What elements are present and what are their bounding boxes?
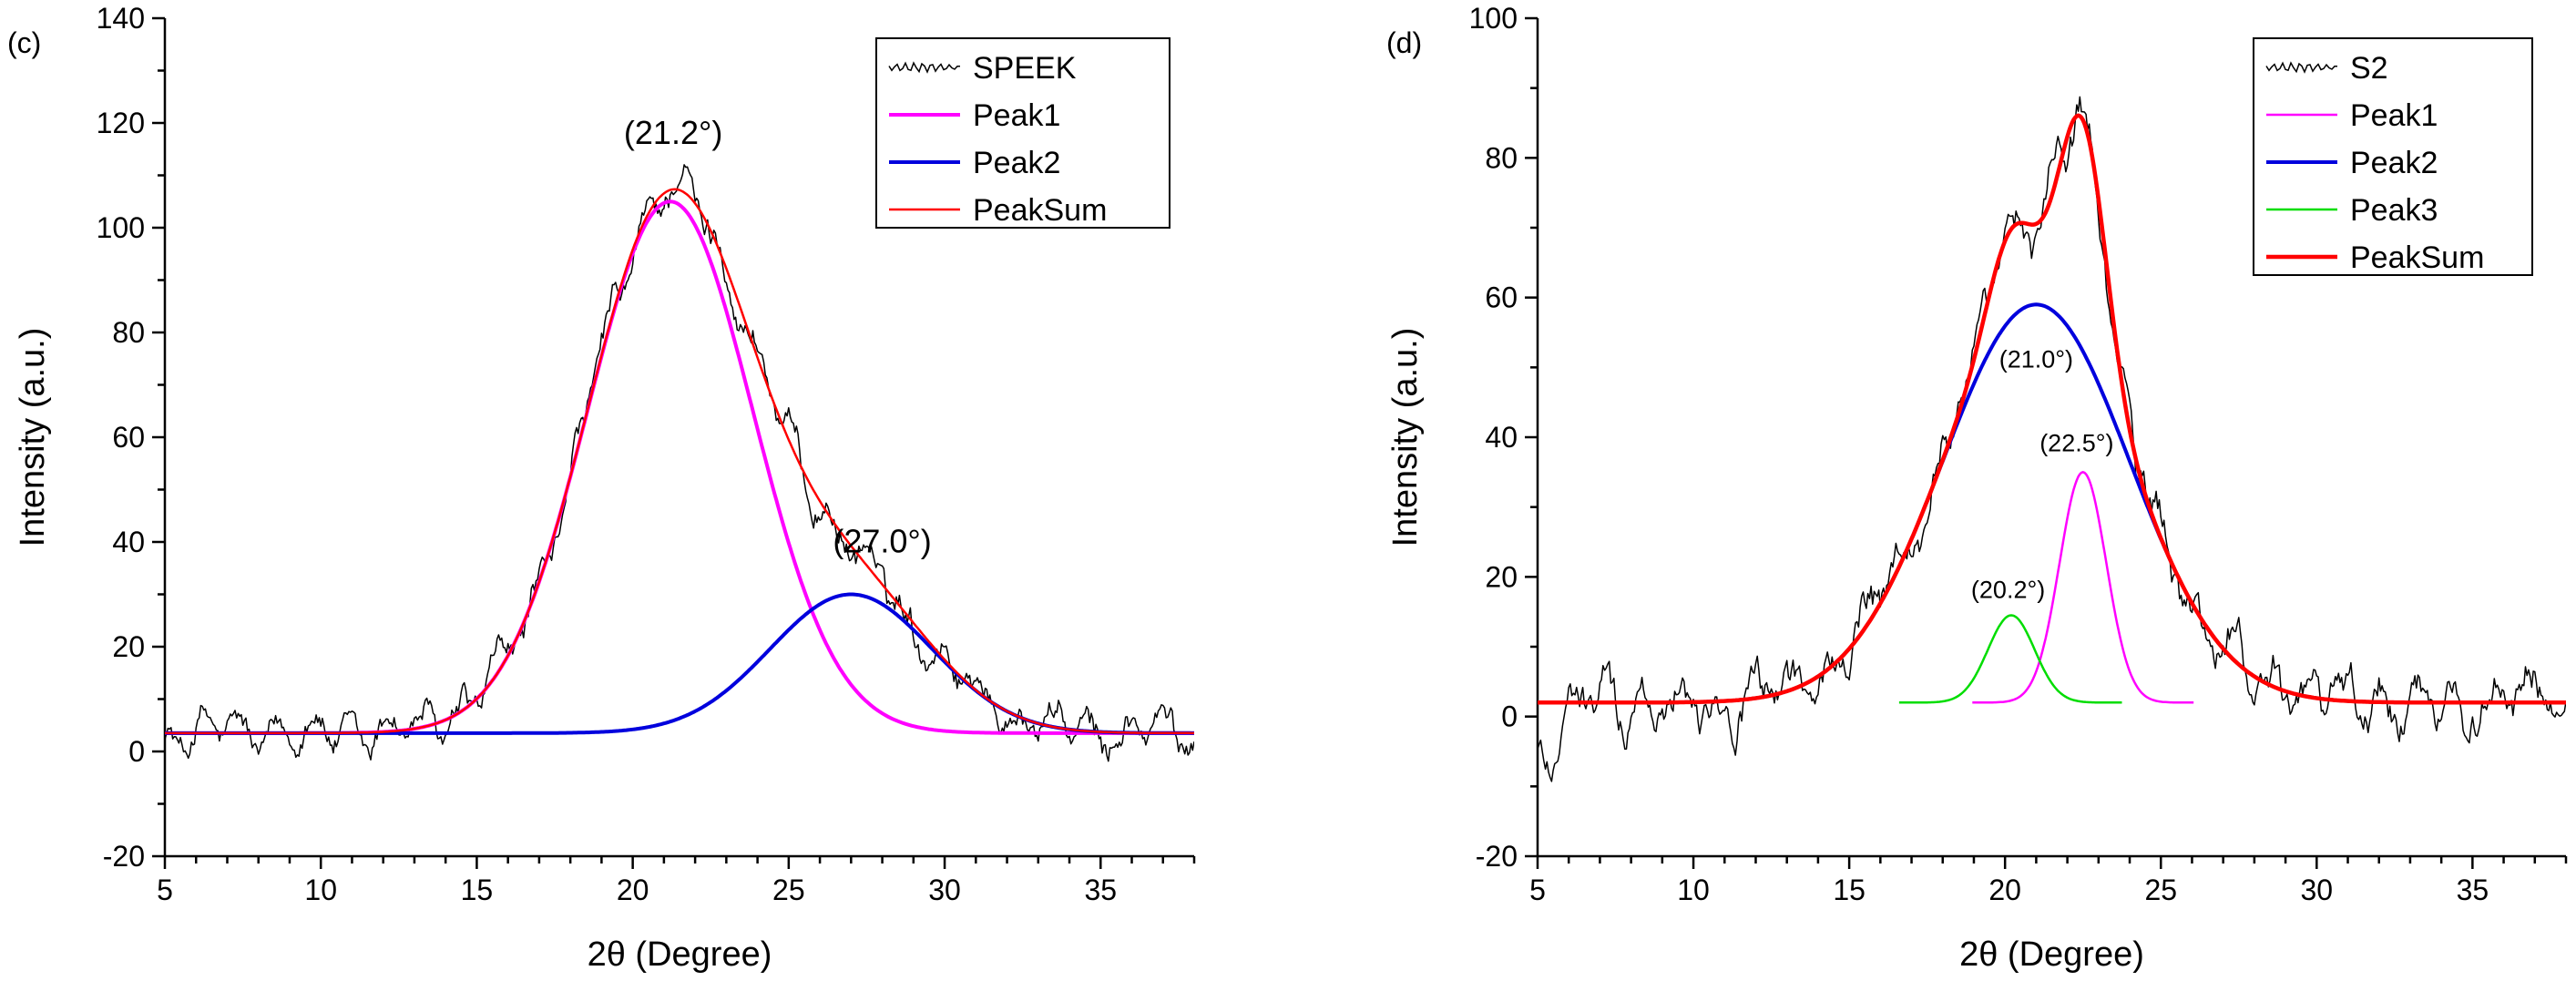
legend-box: [2253, 37, 2533, 276]
y-tick-label: -20: [1476, 840, 1518, 873]
legend-label: PeakSum: [2350, 240, 2484, 275]
y-tick-label: 60: [112, 421, 145, 454]
x-tick-label: 35: [2457, 874, 2489, 906]
y-tick-label: -20: [103, 840, 145, 873]
peak-annotation: (20.2°): [1971, 576, 2045, 603]
x-tick-label: 35: [1084, 874, 1117, 906]
peak-annotation: (27.0°): [833, 523, 931, 560]
chart-panel-d: 5 10 15 20 25 30 35 -20 0 20 40 60 80 100 2θ (Degree) I…: [1386, 2, 2568, 974]
legend-label: SPEEK: [973, 51, 1077, 86]
panel-label: (d): [1386, 26, 1422, 59]
series-line-peak1: [1972, 471, 2194, 704]
y-tick-label: 20: [112, 630, 145, 663]
legend-box: [875, 37, 1170, 229]
series-line-peak1: [165, 199, 1194, 735]
x-tick-label: 25: [772, 874, 805, 906]
legend-label: Peak3: [2350, 193, 2438, 228]
series-line-speek: [165, 164, 1194, 762]
y-tick-label: 0: [1501, 700, 1518, 733]
x-tick-label: 5: [157, 874, 173, 906]
x-tick-label: 5: [1529, 874, 1546, 906]
series-line-peaksum: [1538, 113, 2566, 705]
y-axis-title: Intensity (a.u.): [14, 328, 52, 547]
x-tick-label: 30: [2301, 874, 2334, 906]
y-tick-label: 60: [1485, 281, 1518, 314]
plot-area: [165, 164, 1194, 762]
legend-label: Peak1: [973, 98, 1060, 133]
legend-label: Peak1: [2350, 98, 2438, 133]
plot-area: [1538, 96, 2566, 782]
y-tick-label: 80: [112, 316, 145, 349]
y-tick-label: 120: [97, 107, 145, 139]
x-axis-title: 2θ (Degree): [1959, 935, 2144, 974]
series-line-peak2: [165, 592, 1194, 735]
y-tick-label: 80: [1485, 141, 1518, 174]
legend-label: S2: [2350, 51, 2388, 86]
legend-swatch-speek: [888, 61, 961, 74]
legend-label: PeakSum: [973, 193, 1107, 228]
x-tick-label: 25: [2144, 874, 2177, 906]
series-line-peak3: [1898, 614, 2122, 704]
chart-panel-c: 5 10 15 20 25 30 35 -20 0 20 40 60 80 100 120 140 2θ (De…: [7, 2, 1196, 974]
x-tick-label: 20: [617, 874, 649, 906]
x-tick-label: 15: [461, 874, 494, 906]
legend-swatch-s2: [2265, 61, 2338, 74]
legend: SPEEK Peak1 Peak2 PeakSum: [875, 37, 1170, 229]
y-axis-title: Intensity (a.u.): [1386, 328, 1425, 547]
y-tick-label: 20: [1485, 560, 1518, 593]
x-tick-label: 30: [928, 874, 961, 906]
series-line-s2: [1538, 96, 2566, 782]
y-tick-label: 40: [1485, 421, 1518, 454]
legend: S2 Peak1 Peak2 Peak3 PeakSum: [2253, 37, 2533, 276]
peak-annotation: (21.2°): [624, 114, 722, 151]
y-tick-label: 40: [112, 526, 145, 558]
series-line-peaksum: [165, 188, 1194, 735]
legend-label: Peak2: [2350, 146, 2438, 180]
x-axis-title: 2θ (Degree): [588, 935, 772, 974]
x-tick-label: 20: [1988, 874, 2021, 906]
y-tick-label: 100: [97, 211, 145, 244]
y-tick-label: 140: [97, 2, 145, 35]
x-tick-label: 10: [304, 874, 337, 906]
peak-annotation: (22.5°): [2039, 429, 2113, 456]
x-tick-label: 15: [1833, 874, 1866, 906]
legend-label: Peak2: [973, 146, 1060, 180]
y-tick-label: 100: [1469, 2, 1518, 35]
y-tick-label: 0: [128, 735, 145, 768]
x-tick-label: 10: [1677, 874, 1710, 906]
panel-label: (c): [7, 26, 41, 59]
peak-annotation: (21.0°): [1999, 345, 2073, 373]
